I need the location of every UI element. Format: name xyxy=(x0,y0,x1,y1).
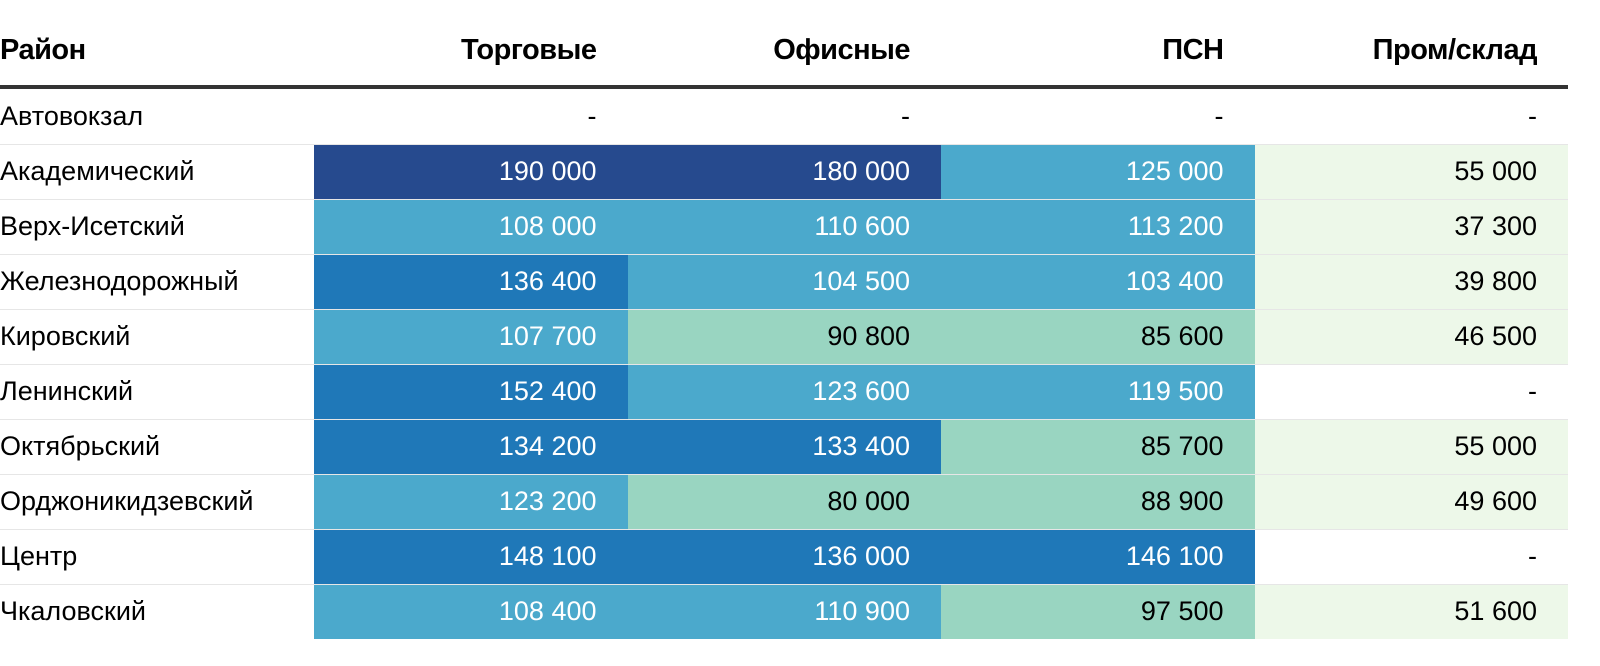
value-cell-psn: 119 500 xyxy=(941,364,1255,420)
value-cell-retail: 152 400 xyxy=(314,364,628,420)
value-cell-office: 110 900 xyxy=(627,584,941,639)
value-cell-retail: 190 000 xyxy=(314,144,628,200)
value-cell-retail: 108 000 xyxy=(314,199,628,255)
table-row: Орджоникидзевский 123 200 80 000 88 900 49 6… xyxy=(0,474,1568,530)
table-row: Чкаловский 108 400 110 900 97 500 51 600 xyxy=(0,584,1568,639)
table-row: Октябрьский 134 200 133 400 85 700 55 000 xyxy=(0,419,1568,475)
value-cell-retail: - xyxy=(314,87,628,145)
value-cell-retail: 123 200 xyxy=(314,474,628,530)
value-cell-industrial: 37 300 xyxy=(1254,199,1568,255)
value-cell-office: 90 800 xyxy=(627,309,941,365)
value-cell-office: 136 000 xyxy=(627,529,941,585)
value-cell-office: 104 500 xyxy=(627,254,941,310)
table-row: Центр 148 100 136 000 146 100- xyxy=(0,529,1568,585)
value-cell-psn: 85 700 xyxy=(941,419,1255,475)
table-row: Верх-Исетский 108 000 110 600 113 200 37 300 xyxy=(0,199,1568,255)
header-row: Район Торговые Офисные ПСН Пром/склад xyxy=(0,0,1568,89)
column-header-industrial[interactable]: Пром/склад xyxy=(1254,0,1568,89)
value-cell-industrial: 55 000 xyxy=(1254,419,1568,475)
value-cell-psn: 88 900 xyxy=(941,474,1255,530)
price-heatmap-table: Район Торговые Офисные ПСН Пром/склад Ав… xyxy=(0,0,1568,639)
value-cell-office: 180 000 xyxy=(627,144,941,200)
district-name-cell: Октябрьский xyxy=(0,419,314,475)
district-name-cell: Чкаловский xyxy=(0,596,147,627)
table-body: Автовокзал - - - - Академический 190 000 180 00… xyxy=(0,87,1568,639)
value-cell-industrial: - xyxy=(1254,364,1568,420)
district-name-cell: Ленинский xyxy=(0,364,314,420)
column-header-district[interactable]: Район xyxy=(0,0,314,89)
value-cell-office: 110 600 xyxy=(627,199,941,255)
value-cell-industrial: 46 500 xyxy=(1254,309,1568,365)
value-cell-industrial: 51 600 xyxy=(1254,584,1568,639)
district-name-cell: Железнодорожный xyxy=(0,254,314,310)
value-cell-psn: 113 200 xyxy=(941,199,1255,255)
value-cell-industrial: - xyxy=(1254,87,1568,145)
table-row: Ленинский 152 400 123 600 119 500- xyxy=(0,364,1568,420)
value-cell-psn: 146 100 xyxy=(941,529,1255,585)
value-cell-industrial: 39 800 xyxy=(1254,254,1568,310)
district-name-cell: Орджоникидзевский xyxy=(0,474,314,530)
table-row: Академический 190 000 180 000 125 000 55 000 xyxy=(0,144,1568,200)
value-cell-retail: 148 100 xyxy=(314,529,628,585)
district-name-cell: Автовокзал xyxy=(0,87,314,145)
value-cell-industrial: 55 000 xyxy=(1254,144,1568,200)
district-name-cell: Академический xyxy=(0,144,314,200)
value-cell-psn: 85 600 xyxy=(941,309,1255,365)
value-cell-office: - xyxy=(627,87,941,145)
table-row: Автовокзал - - - - xyxy=(0,87,1568,145)
value-cell-retail: 107 700 xyxy=(314,309,628,365)
table-row: Железнодорожный 136 400 104 500 103 400 39 8… xyxy=(0,254,1568,310)
column-header-retail[interactable]: Торговые xyxy=(314,0,628,89)
value-cell-retail: 136 400 xyxy=(314,254,628,310)
value-cell-psn: 125 000 xyxy=(941,144,1255,200)
column-header-psn[interactable]: ПСН xyxy=(941,0,1255,89)
value-cell-industrial: 49 600 xyxy=(1254,474,1568,530)
table-row: Кировский 107 700 90 800 85 600 46 500 xyxy=(0,309,1568,365)
district-name-cell: Центр xyxy=(0,529,314,585)
district-name-cell: Верх-Исетский xyxy=(0,199,314,255)
value-cell-retail: 108 400 xyxy=(314,584,628,639)
value-cell-psn: - xyxy=(941,87,1255,145)
value-cell-office: 123 600 xyxy=(627,364,941,420)
district-name-cell: Кировский xyxy=(0,309,314,365)
value-cell-office: 133 400 xyxy=(627,419,941,475)
value-cell-office: 80 000 xyxy=(627,474,941,530)
value-cell-psn: 97 500 xyxy=(941,584,1255,639)
value-cell-industrial: - xyxy=(1254,529,1568,585)
column-header-office[interactable]: Офисные xyxy=(627,0,941,89)
value-cell-psn: 103 400 xyxy=(941,254,1255,310)
value-cell-retail: 134 200 xyxy=(314,419,628,475)
